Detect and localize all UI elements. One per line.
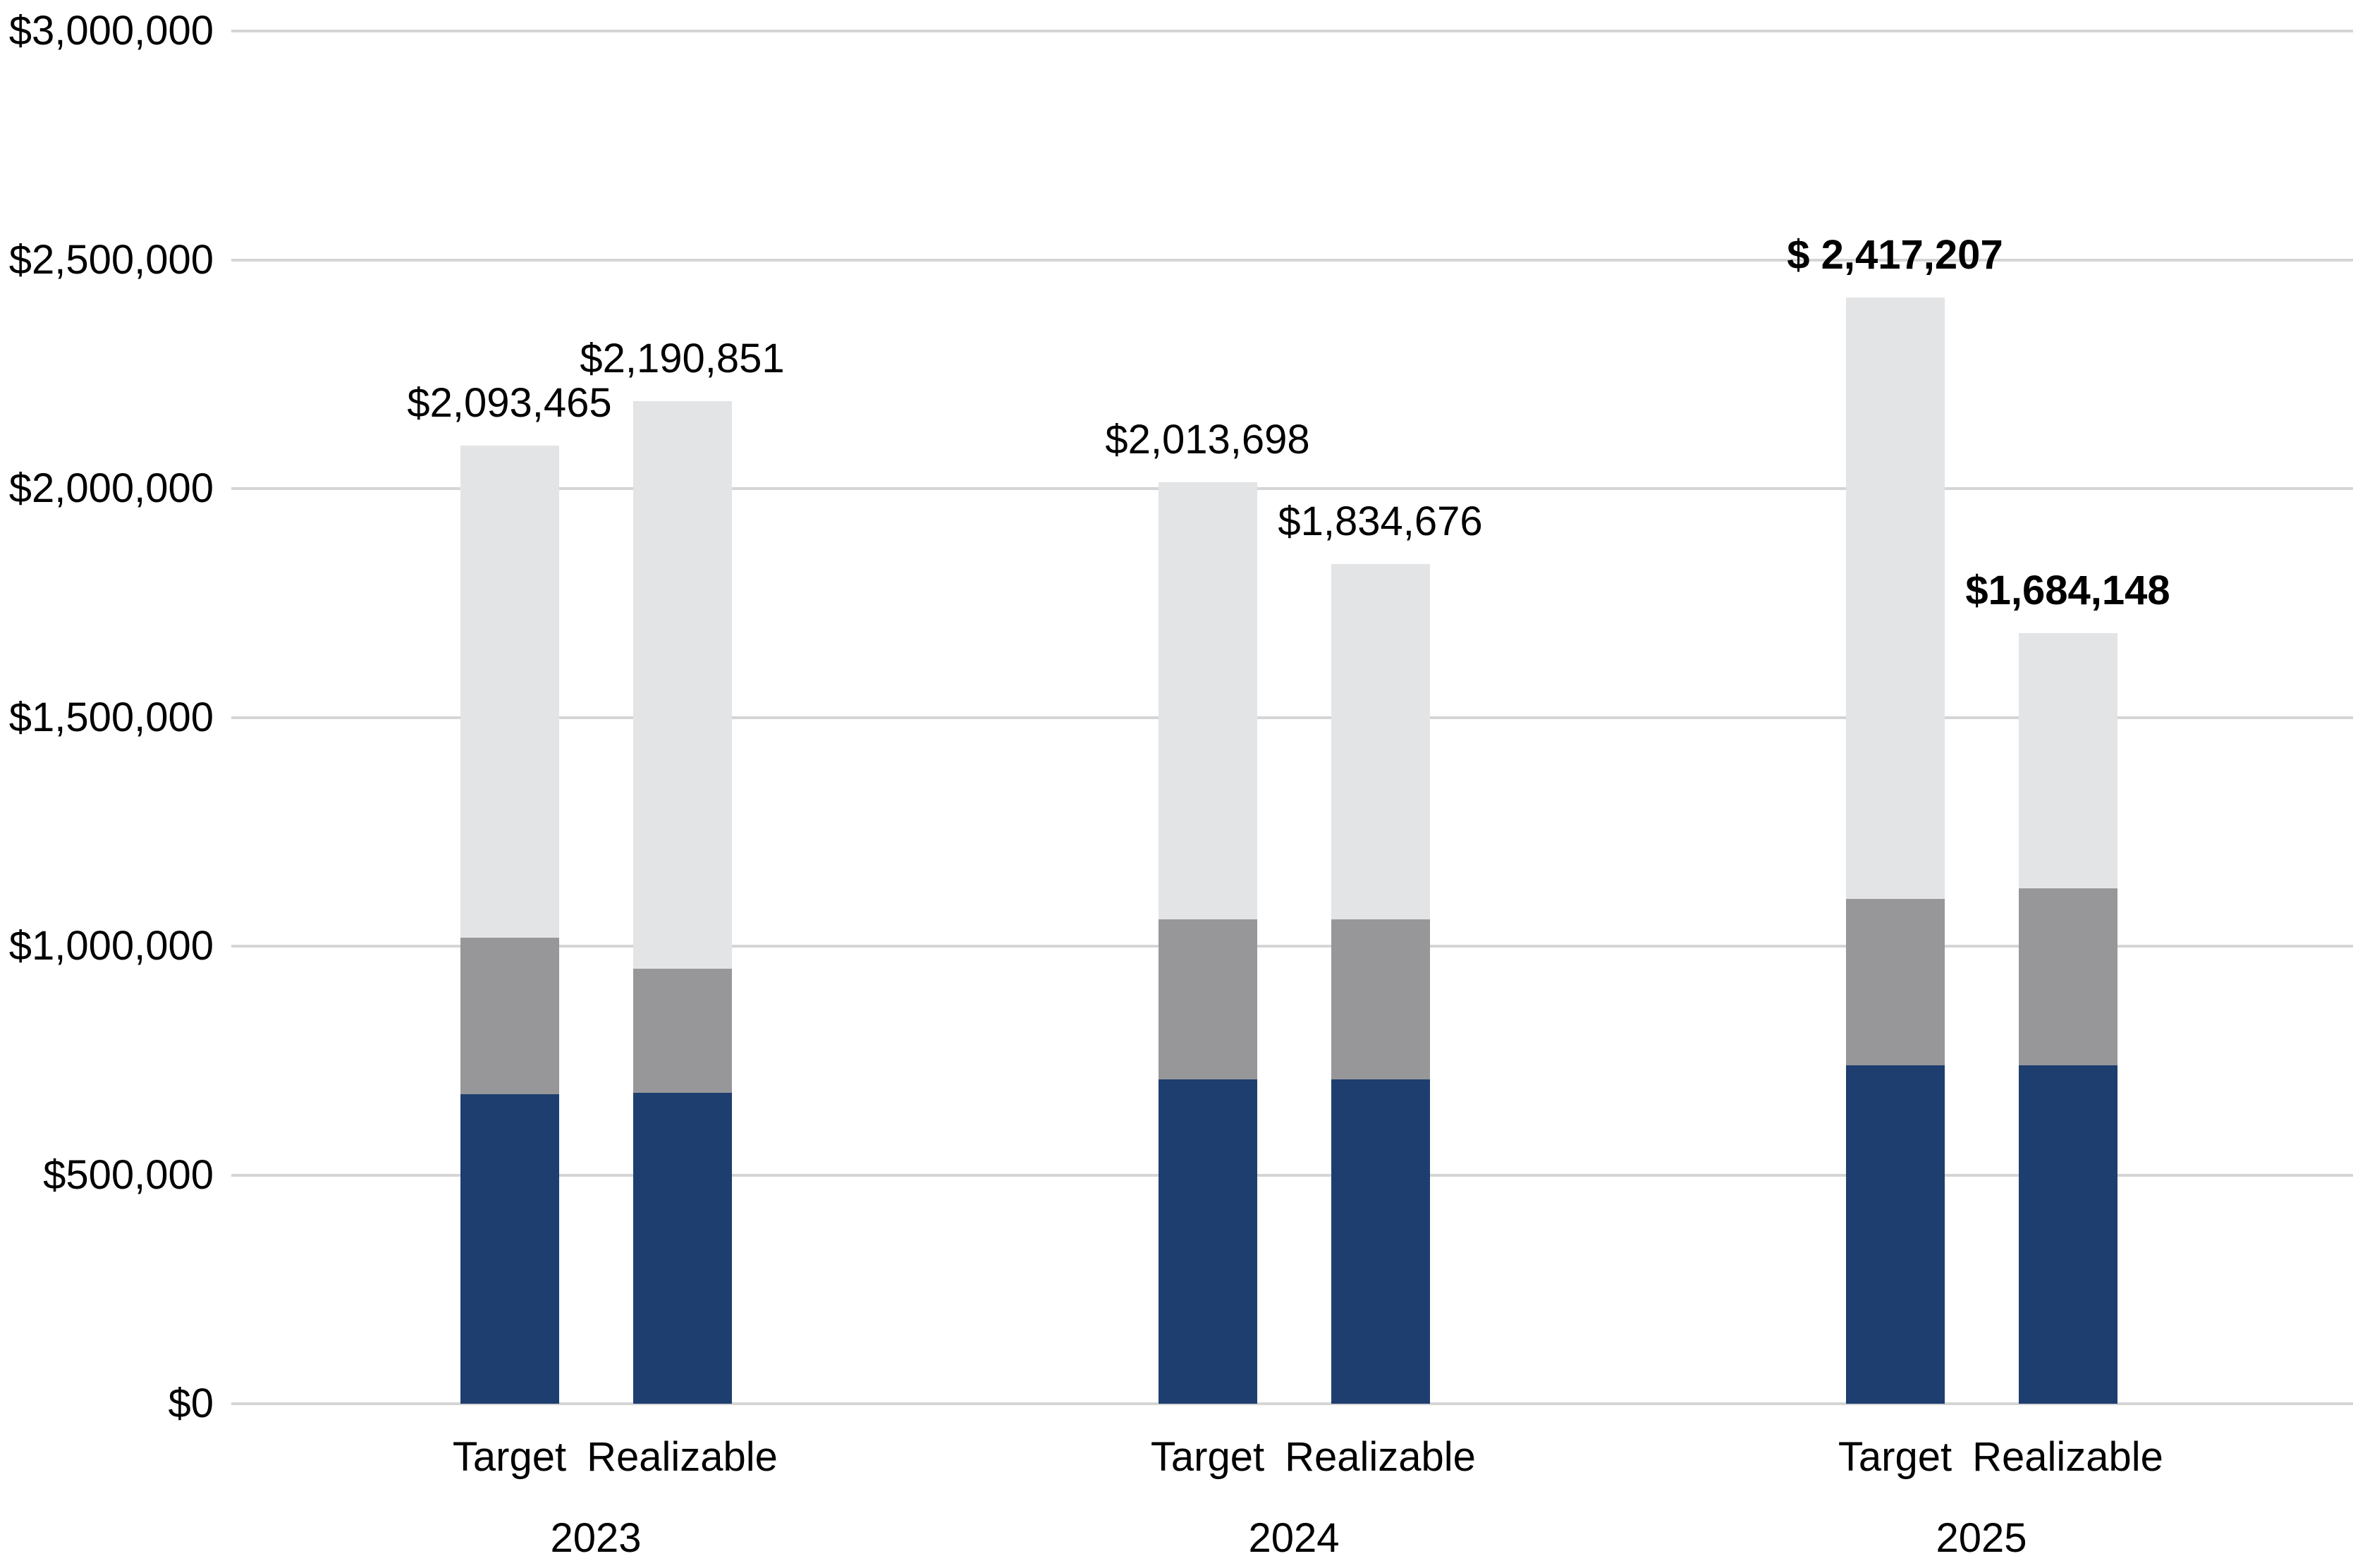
- bar-segment-gray: [1158, 919, 1257, 1080]
- x-category-label: Realizable: [587, 1434, 778, 1480]
- y-tick-label: $0: [168, 1380, 214, 1426]
- bar-value-label: $ 2,417,207: [1787, 232, 2003, 278]
- y-tick-label: $500,000: [43, 1151, 214, 1198]
- gridline: [231, 258, 2353, 262]
- y-tick-label: $3,000,000: [8, 8, 214, 54]
- x-category-label: Target: [1150, 1434, 1265, 1480]
- bar-2023-target: [460, 446, 559, 1404]
- bar-2024-realizable: [1331, 564, 1430, 1404]
- bar-segment-light: [632, 401, 732, 969]
- bar-segment-navy: [460, 1094, 559, 1404]
- bar-segment-gray: [1331, 919, 1430, 1080]
- y-tick-label: $1,000,000: [8, 923, 214, 969]
- gridline: [231, 30, 2353, 32]
- gridline: [231, 1173, 2353, 1177]
- bar-segment-navy: [2018, 1065, 2117, 1404]
- gridline: [231, 716, 2353, 719]
- bar-segment-gray: [632, 968, 732, 1094]
- bar-segment-light: [460, 446, 559, 938]
- bar-segment-navy: [1331, 1079, 1430, 1404]
- gridline: [231, 487, 2353, 490]
- gridline: [231, 1402, 2353, 1405]
- y-tick-label: $2,000,000: [8, 465, 214, 511]
- bar-segment-light: [1158, 482, 1257, 920]
- bar-segment-light: [1331, 564, 1430, 920]
- bar-segment-light: [1845, 298, 1945, 900]
- bar-2024-target: [1158, 482, 1257, 1404]
- bar-2023-realizable: [632, 401, 732, 1404]
- y-tick-label: $1,500,000: [8, 694, 214, 740]
- x-year-label: 2023: [550, 1515, 642, 1561]
- bar-value-label: $2,190,851: [580, 336, 785, 382]
- bar-value-label: $1,834,676: [1278, 498, 1483, 545]
- bar-segment-gray: [2018, 888, 2117, 1066]
- x-category-label: Target: [1838, 1434, 1952, 1480]
- bar-segment-gray: [460, 938, 559, 1094]
- bar-segment-navy: [1158, 1079, 1257, 1404]
- bar-segment-navy: [1845, 1065, 1945, 1404]
- x-year-label: 2024: [1248, 1515, 1340, 1561]
- x-category-label: Realizable: [1972, 1434, 2163, 1480]
- bar-value-label: $2,013,698: [1105, 417, 1310, 463]
- x-year-label: 2025: [1936, 1515, 2027, 1561]
- bar-2025-target: [1845, 298, 1945, 1404]
- bar-value-label: $1,684,148: [1965, 567, 2170, 613]
- bar-segment-navy: [632, 1093, 732, 1404]
- bar-segment-gray: [1845, 899, 1945, 1066]
- bar-segment-light: [2018, 632, 2117, 889]
- bar-2025-realizable: [2018, 632, 2117, 1404]
- x-category-label: Realizable: [1285, 1434, 1476, 1480]
- bar-value-label: $2,093,465: [407, 380, 612, 427]
- x-category-label: Target: [452, 1434, 567, 1480]
- y-tick-label: $2,500,000: [8, 236, 214, 283]
- gridline: [231, 945, 2353, 948]
